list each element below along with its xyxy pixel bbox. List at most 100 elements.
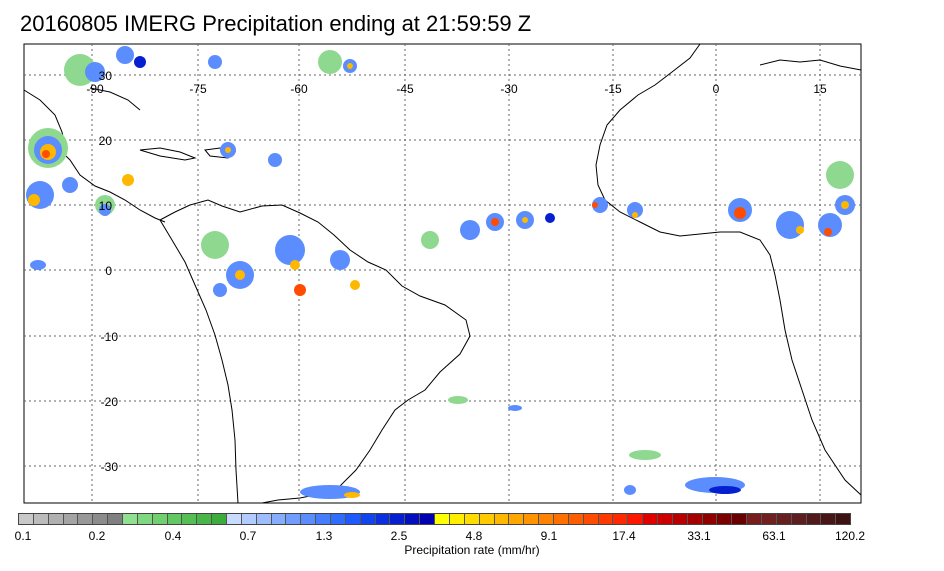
colorbar-segment (48, 514, 64, 524)
colorbar-segment (108, 514, 124, 524)
colorbar-segment (93, 514, 109, 524)
precip-cell (208, 55, 222, 69)
precip-cell (122, 174, 134, 186)
west-africa-coast (595, 43, 862, 496)
lat-label: 10 (99, 199, 113, 213)
colorbar-segment (568, 514, 584, 524)
colorbar-segment (479, 514, 495, 524)
colorbar-segment (583, 514, 599, 524)
precip-cell (42, 150, 50, 158)
colorbar-tick: 0.2 (88, 529, 106, 543)
colorbar-segment (628, 514, 644, 524)
colorbar-segment (702, 514, 718, 524)
precip-cell (116, 46, 134, 64)
colorbar-segment (613, 514, 629, 524)
colorbar-segment (643, 514, 658, 524)
colorbar-tick: 9.1 (540, 529, 558, 543)
precip-cell (627, 202, 643, 218)
longitude-labels: -90 -75 -60 -45 -30 -15 0 15 (86, 82, 827, 96)
cuba-coast (139, 147, 197, 161)
precip-cell (330, 250, 350, 270)
precip-cell (522, 217, 528, 223)
precip-cell (826, 161, 854, 189)
precip-cell (62, 177, 78, 193)
precip-cell (448, 396, 468, 404)
precip-cell (734, 207, 746, 219)
colorbar-title: Precipitation rate (mm/hr) (404, 543, 540, 557)
colorbar-segment (761, 514, 777, 524)
lat-label: -20 (101, 395, 119, 409)
colorbar-tick: 0.4 (164, 529, 182, 543)
precip-cell (99, 204, 111, 216)
graticule (24, 44, 861, 503)
precip-cell (460, 220, 480, 240)
precip-cell (347, 63, 353, 69)
precip-cell (294, 284, 306, 296)
precip-cell (841, 201, 849, 209)
precip-cell (824, 228, 832, 236)
colorbar-segment (152, 514, 168, 524)
lon-label: -45 (396, 82, 414, 96)
precip-cell (213, 283, 227, 297)
precip-cell (275, 235, 305, 265)
lat-label: -10 (101, 330, 119, 344)
lat-label: 20 (99, 134, 113, 148)
colorbar-segment (345, 514, 361, 524)
colorbar-segment (449, 514, 465, 524)
precip-cell (545, 213, 555, 223)
colorbar-segment (435, 514, 450, 524)
colorbar-tick: 2.5 (390, 529, 408, 543)
colorbar-segment (791, 514, 807, 524)
colorbar-segment (494, 514, 510, 524)
precip-cell (268, 153, 282, 167)
precipitation-cells (26, 46, 855, 499)
colorbar-segment (806, 514, 822, 524)
south-america-coast (159, 199, 471, 504)
colorbar-tick: 33.1 (687, 529, 711, 543)
colorbar-tick: 63.1 (762, 529, 786, 543)
colorbar-segment (227, 514, 242, 524)
precip-cell (709, 486, 741, 494)
precip-cell (290, 260, 300, 270)
map-frame (23, 43, 862, 504)
precip-cell (85, 62, 105, 82)
colorbar-segment (212, 514, 228, 524)
lon-label: 15 (813, 82, 827, 96)
precip-cell (201, 231, 229, 259)
lat-label: -30 (101, 460, 119, 474)
lat-label: 30 (99, 69, 113, 83)
lon-label: 0 (713, 82, 720, 96)
central-america-coast (59, 149, 166, 223)
colorbar-segment (137, 514, 153, 524)
lat-label: 0 (105, 264, 112, 278)
latitude-labels: 30 20 10 0 -10 -20 -30 (99, 69, 119, 474)
lon-label: -30 (500, 82, 518, 96)
colorbar-segment (360, 514, 376, 524)
colorbar-segment (241, 514, 257, 524)
precip-cell (632, 212, 638, 218)
precip-cell (629, 450, 661, 460)
colorbar-segment (301, 514, 317, 524)
colorbar-segment (747, 514, 762, 524)
colorbar-tick: 17.4 (612, 529, 636, 543)
precip-cell (318, 50, 342, 74)
precip-cell (134, 56, 146, 68)
colorbar-segment (598, 514, 614, 524)
colorbar-segment (375, 514, 391, 524)
colorbar-segment (420, 514, 436, 524)
precip-cell (592, 202, 598, 208)
colorbar-tick: 4.8 (465, 529, 483, 543)
colorbar-segment (316, 514, 332, 524)
colorbar-segment (63, 514, 79, 524)
map-title: 20160805 IMERG Precipitation ending at 2… (20, 11, 532, 36)
precip-cell (225, 147, 231, 153)
colorbar-segment (33, 514, 49, 524)
colorbar-segment (836, 514, 851, 524)
precip-cell (796, 226, 804, 234)
colorbar-segment (821, 514, 837, 524)
precip-cell (421, 231, 439, 249)
precip-cell (776, 211, 804, 239)
colorbar-segment (19, 514, 34, 524)
precip-cell (508, 405, 522, 411)
